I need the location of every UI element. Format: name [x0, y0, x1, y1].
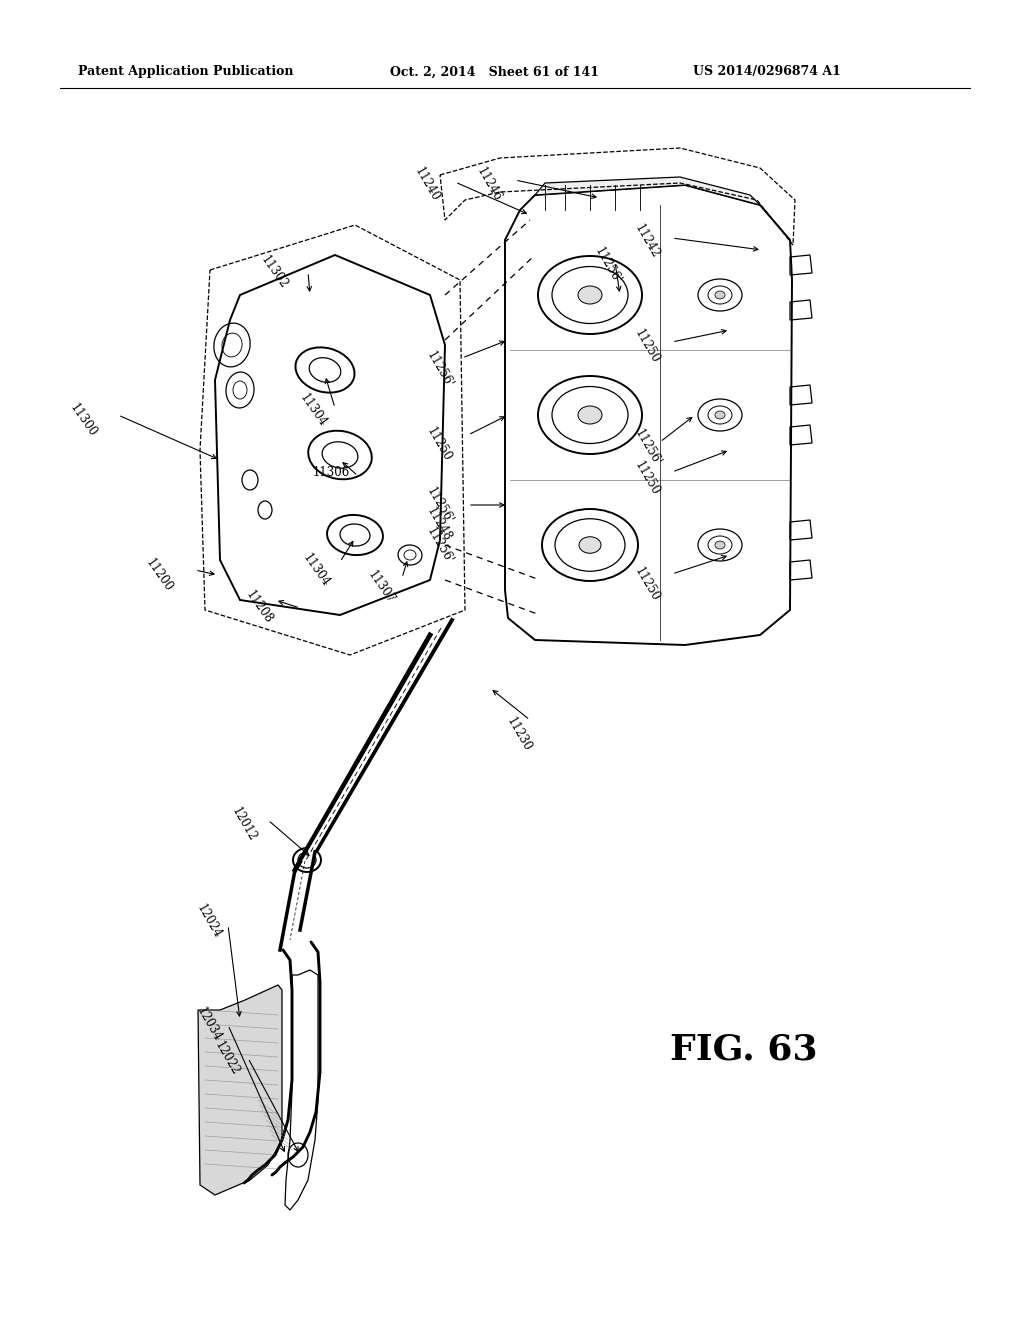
Text: US 2014/0296874 A1: US 2014/0296874 A1	[693, 66, 841, 78]
Text: 12022: 12022	[212, 1039, 242, 1077]
Ellipse shape	[578, 407, 602, 424]
Text: 12024: 12024	[195, 902, 224, 940]
Text: 11256': 11256'	[424, 348, 456, 391]
Text: 11250: 11250	[424, 425, 455, 463]
Ellipse shape	[579, 537, 601, 553]
Text: 11256': 11256'	[424, 484, 456, 527]
Text: 11250: 11250	[633, 565, 663, 603]
Text: 11304: 11304	[297, 391, 329, 429]
Polygon shape	[535, 177, 760, 205]
Text: 12034: 12034	[195, 1005, 224, 1044]
Ellipse shape	[715, 541, 725, 549]
Text: 11256': 11256'	[424, 525, 456, 566]
Polygon shape	[215, 255, 445, 615]
Text: 11240: 11240	[413, 165, 442, 203]
Text: FIG. 63: FIG. 63	[670, 1034, 817, 1067]
Text: 11200: 11200	[142, 556, 175, 594]
Text: 11230: 11230	[505, 714, 535, 754]
Text: 11304: 11304	[300, 552, 332, 589]
Text: 11242: 11242	[633, 222, 663, 260]
Polygon shape	[285, 970, 318, 1210]
Text: 11246: 11246	[474, 165, 504, 203]
Text: 11256': 11256'	[592, 244, 624, 286]
Text: 11300: 11300	[67, 401, 98, 440]
Text: 12012: 12012	[229, 805, 259, 843]
Text: Patent Application Publication: Patent Application Publication	[78, 66, 294, 78]
Text: 11302: 11302	[258, 253, 290, 292]
Text: 11307: 11307	[365, 569, 396, 606]
Text: 11208: 11208	[243, 589, 274, 626]
Ellipse shape	[578, 286, 602, 304]
Text: 11306: 11306	[313, 466, 350, 479]
Text: 11250: 11250	[633, 327, 663, 366]
Text: 11250: 11250	[633, 459, 663, 498]
Ellipse shape	[715, 290, 725, 300]
Text: 11256': 11256'	[633, 426, 664, 469]
Polygon shape	[198, 985, 282, 1195]
Text: 11248: 11248	[424, 504, 454, 544]
Polygon shape	[505, 185, 792, 645]
Ellipse shape	[715, 411, 725, 418]
Text: Oct. 2, 2014   Sheet 61 of 141: Oct. 2, 2014 Sheet 61 of 141	[390, 66, 599, 78]
